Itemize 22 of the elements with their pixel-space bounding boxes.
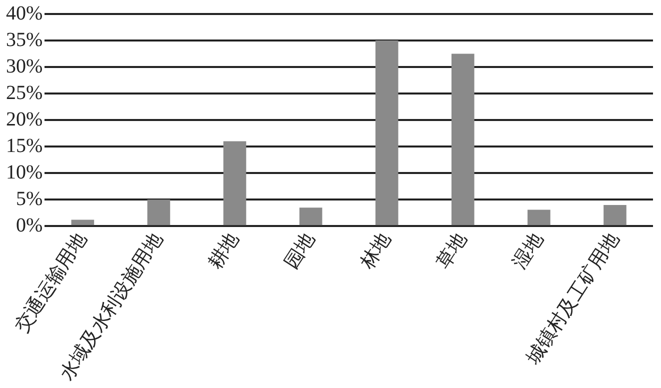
bar: [604, 204, 626, 226]
x-tick-label: 园地: [280, 229, 320, 273]
x-tick-label: 耕地: [204, 229, 244, 273]
y-tick-label: 20%: [6, 108, 43, 130]
y-tick-label: 0%: [16, 214, 43, 236]
x-tick-label: 湿地: [509, 229, 548, 273]
y-tick-label: 5%: [16, 188, 43, 210]
y-tick-label: 25%: [6, 82, 43, 104]
y-tick-label: 30%: [6, 55, 43, 78]
y-tick-label: 35%: [6, 28, 43, 51]
bar: [451, 54, 474, 226]
y-tick-label: 10%: [6, 161, 43, 184]
x-tick-label: 林地: [356, 229, 396, 274]
bar: [71, 220, 94, 226]
bar: [375, 40, 398, 226]
bar: [223, 141, 246, 226]
x-tick-label: 草地: [432, 229, 472, 273]
bar: [528, 210, 550, 226]
y-tick-label: 40%: [6, 2, 43, 24]
bar: [147, 200, 170, 226]
bar: [299, 208, 322, 226]
y-tick-label: 15%: [6, 134, 43, 157]
